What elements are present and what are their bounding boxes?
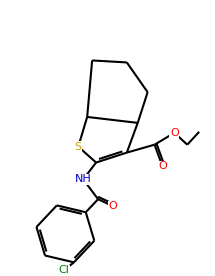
- Text: O: O: [158, 161, 167, 171]
- Text: Cl: Cl: [58, 265, 69, 275]
- Text: NH: NH: [75, 174, 92, 184]
- Text: S: S: [75, 142, 82, 152]
- Text: O: O: [109, 201, 117, 211]
- Text: O: O: [170, 128, 179, 138]
